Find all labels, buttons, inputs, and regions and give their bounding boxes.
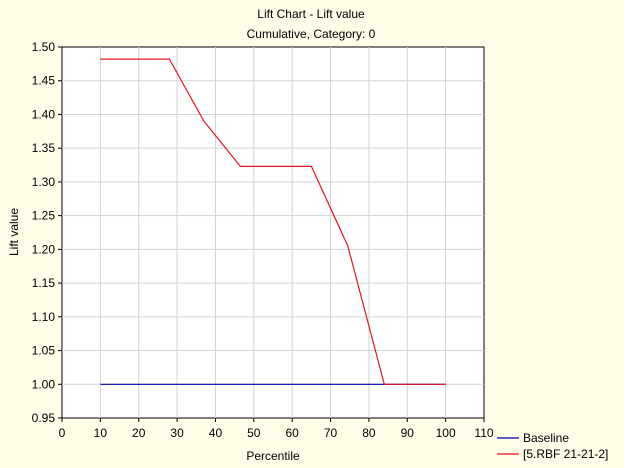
x-tick-label: 20 xyxy=(132,426,146,440)
y-tick-label: 1.00 xyxy=(32,377,56,391)
y-tick-label: 1.15 xyxy=(32,276,56,290)
x-tick-label: 50 xyxy=(247,426,261,440)
plot-area xyxy=(61,46,485,419)
series-line-rbf xyxy=(100,58,446,385)
x-tick-label: 100 xyxy=(436,426,456,440)
y-tick-label: 1.30 xyxy=(32,175,56,189)
y-axis-label: Lift value xyxy=(7,208,21,256)
series-lines xyxy=(100,58,446,385)
y-tick-label: 1.25 xyxy=(32,209,56,223)
axis-ticks: 0 10 20 30 40 50 60 70 80 90 100 110 0.95 1.00 1.05 1.1… xyxy=(32,40,494,440)
y-tick-label: 1.50 xyxy=(32,40,56,54)
chart-subtitle: Cumulative, Category: 0 xyxy=(247,27,376,41)
x-tick-label: 70 xyxy=(324,426,338,440)
y-tick-label: 1.05 xyxy=(32,344,56,358)
x-tick-label: 0 xyxy=(59,426,66,440)
legend-label: Baseline xyxy=(523,431,569,445)
legend-label: [5.RBF 21-21-2] xyxy=(523,447,608,461)
x-tick-label: 40 xyxy=(209,426,223,440)
x-axis-label: Percentile xyxy=(246,449,300,463)
y-tick-label: 1.45 xyxy=(32,74,56,88)
y-tick-label: 0.95 xyxy=(32,411,56,425)
y-tick-label: 1.10 xyxy=(32,310,56,324)
y-tick-label: 1.20 xyxy=(32,242,56,256)
x-tick-label: 110 xyxy=(474,426,493,440)
chart-title: Lift Chart - Lift value xyxy=(257,7,365,21)
x-tick-label: 10 xyxy=(94,426,108,440)
y-tick-label: 1.40 xyxy=(32,107,56,121)
x-tick-label: 80 xyxy=(362,426,376,440)
x-tick-label: 60 xyxy=(286,426,300,440)
x-tick-label: 30 xyxy=(170,426,184,440)
x-tick-label: 90 xyxy=(401,426,415,440)
legend: Baseline [5.RBF 21-21-2] xyxy=(497,431,608,461)
y-tick-label: 1.35 xyxy=(32,141,56,155)
